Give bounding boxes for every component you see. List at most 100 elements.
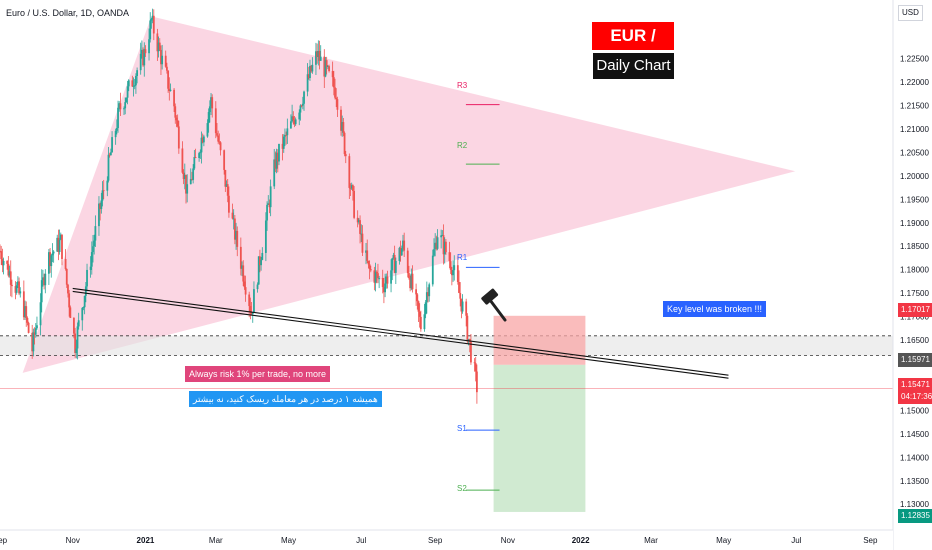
candle-body [303, 91, 305, 104]
price-axis-tick: 1.15000 [900, 406, 929, 415]
candle-body [427, 292, 429, 297]
price-axis-tick: 1.22500 [900, 55, 929, 64]
candle-body [181, 148, 184, 173]
candle-body [356, 217, 359, 223]
candle-body [335, 97, 338, 100]
timeframe-badge: Daily Chart [593, 53, 674, 79]
candle-body [61, 234, 63, 259]
price-axis-tick: 1.21000 [900, 125, 929, 134]
candle-body [391, 258, 394, 271]
currency-label[interactable]: USD [898, 5, 923, 21]
candle-body [301, 103, 304, 106]
candle-body [243, 281, 246, 288]
candle-body [150, 19, 153, 21]
candle-body [276, 152, 279, 162]
candle-body [26, 317, 29, 323]
candle-body [98, 203, 100, 227]
candle-body [39, 302, 42, 326]
candle-body [216, 133, 218, 136]
candle-body [123, 108, 125, 110]
candle-body [249, 306, 252, 312]
candle-body [136, 70, 139, 76]
key-level-note[interactable]: Key level was broken !!! [663, 301, 767, 317]
candle-body [68, 293, 71, 308]
candle-body [443, 241, 446, 255]
candle-body [151, 15, 154, 20]
price-tag-target: 1.12835 [898, 509, 932, 523]
candle-body [476, 371, 478, 393]
candle-body [267, 203, 270, 205]
candle-body [144, 49, 147, 54]
candle-body [311, 64, 314, 72]
candle-body [431, 255, 434, 285]
pivot-label-r2: R2 [457, 141, 468, 150]
candles [0, 8, 478, 404]
candle-body [406, 250, 409, 274]
candle-body [290, 121, 292, 129]
candle-body [419, 316, 422, 330]
candle-body [81, 307, 84, 321]
risk-note-english[interactable]: Always risk 1% per trade, no more [185, 366, 331, 382]
candle-body [1, 259, 4, 266]
candle-body [286, 128, 289, 136]
candle-body [470, 341, 472, 363]
support-band [0, 335, 893, 356]
candle-body [92, 246, 94, 253]
candle-body [177, 126, 180, 149]
candle-body [124, 102, 127, 109]
candle-body [189, 179, 192, 185]
pivot-label-r3: R3 [457, 81, 468, 90]
candle-body [402, 240, 404, 249]
risk-note-persian[interactable]: همیشه ۱ درصد در هر معامله ریسک کنید، نه … [189, 391, 382, 407]
candle-body [256, 284, 259, 290]
candle-body [341, 122, 344, 131]
candle-body [183, 174, 186, 180]
time-axis-tick: Mar [209, 536, 223, 545]
candle-body [449, 261, 452, 270]
time-axis-tick: Mar [644, 536, 658, 545]
candle-body [32, 332, 35, 352]
candle-body [57, 237, 60, 252]
candle-body [200, 137, 203, 153]
candle-body [82, 307, 85, 308]
gavel-handle-icon [488, 298, 507, 322]
candle-body [250, 311, 253, 315]
candle-body [90, 252, 93, 267]
candle-body [218, 141, 221, 143]
candle-body [468, 338, 471, 342]
candle-body [273, 159, 276, 187]
candle-body [22, 291, 25, 318]
price-axis-tick: 1.13000 [900, 500, 929, 509]
candle-body [317, 50, 320, 58]
candle-body [381, 278, 384, 288]
candle-body [49, 252, 51, 267]
candle-body [253, 289, 255, 313]
candle-body [77, 320, 80, 327]
candle-body [43, 277, 46, 286]
time-axis-tick: Nov [66, 536, 80, 545]
candle-body [353, 190, 356, 218]
candle-body [343, 132, 346, 155]
price-axis-tick: 1.14500 [900, 430, 929, 439]
candle-body [56, 237, 59, 252]
candle-body [433, 249, 435, 256]
candle-body [281, 143, 284, 149]
candle-body [293, 120, 296, 125]
candle-body [2, 260, 5, 266]
candle-body [416, 294, 419, 302]
candle-body [299, 105, 302, 113]
candle-body [450, 269, 453, 276]
candle-body [143, 49, 146, 66]
trendline-upper [72, 287, 729, 376]
candle-body [228, 195, 230, 213]
candle-body [440, 235, 443, 238]
candle-body [173, 89, 175, 107]
candle-body [328, 66, 330, 72]
candle-body [390, 270, 392, 284]
symbol-title[interactable]: Euro / U.S. Dollar, 1D, OANDA [6, 8, 130, 18]
candle-body [76, 326, 79, 349]
candle-body [340, 109, 342, 131]
candle-body [336, 99, 339, 110]
